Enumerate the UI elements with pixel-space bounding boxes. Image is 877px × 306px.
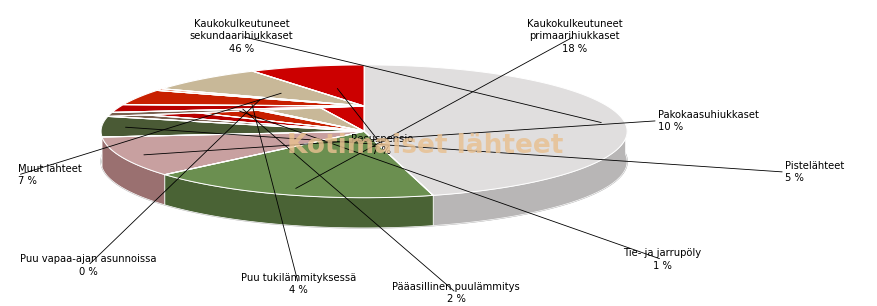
Polygon shape <box>101 95 627 228</box>
Text: Pääasillinen puulämmitys
2 %: Pääasillinen puulämmitys 2 % <box>392 282 520 304</box>
Polygon shape <box>157 89 364 131</box>
Polygon shape <box>102 131 364 175</box>
Polygon shape <box>157 89 364 106</box>
Text: Kotimaiset lähteet: Kotimaiset lähteet <box>288 133 564 159</box>
Polygon shape <box>253 65 364 106</box>
Polygon shape <box>108 112 364 131</box>
Text: Muut lähteet
7 %: Muut lähteet 7 % <box>18 164 82 186</box>
Polygon shape <box>364 65 627 196</box>
Text: Pistelähteet
5 %: Pistelähteet 5 % <box>785 161 845 183</box>
Polygon shape <box>253 65 364 131</box>
Polygon shape <box>108 106 364 116</box>
Polygon shape <box>101 121 104 167</box>
Polygon shape <box>112 105 364 131</box>
Text: Resuspensio
7 %: Resuspensio 7 % <box>351 134 413 156</box>
Polygon shape <box>112 105 364 112</box>
Text: Puu tukilämmityksessä
4 %: Puu tukilämmityksessä 4 % <box>241 273 356 295</box>
Polygon shape <box>124 90 364 106</box>
Polygon shape <box>124 90 364 131</box>
Polygon shape <box>165 175 433 228</box>
Text: Tie- ja jarrupöly
1 %: Tie- ja jarrupöly 1 % <box>624 248 702 271</box>
Polygon shape <box>102 137 165 205</box>
Text: Kaukokulkeutuneet
primaarihiukkaset
18 %: Kaukokulkeutuneet primaarihiukkaset 18 % <box>527 19 623 54</box>
Polygon shape <box>162 71 364 106</box>
Polygon shape <box>433 124 627 226</box>
Text: Pakokaasuhiukkaset
10 %: Pakokaasuhiukkaset 10 % <box>658 110 759 132</box>
Polygon shape <box>165 131 433 198</box>
Text: Puu vapaa-ajan asunnoissa
0 %: Puu vapaa-ajan asunnoissa 0 % <box>19 255 156 277</box>
Text: Kaukokulkeutuneet
sekundaarihiukkaset
46 %: Kaukokulkeutuneet sekundaarihiukkaset 46… <box>189 19 293 54</box>
Polygon shape <box>101 116 364 137</box>
Polygon shape <box>162 71 364 131</box>
